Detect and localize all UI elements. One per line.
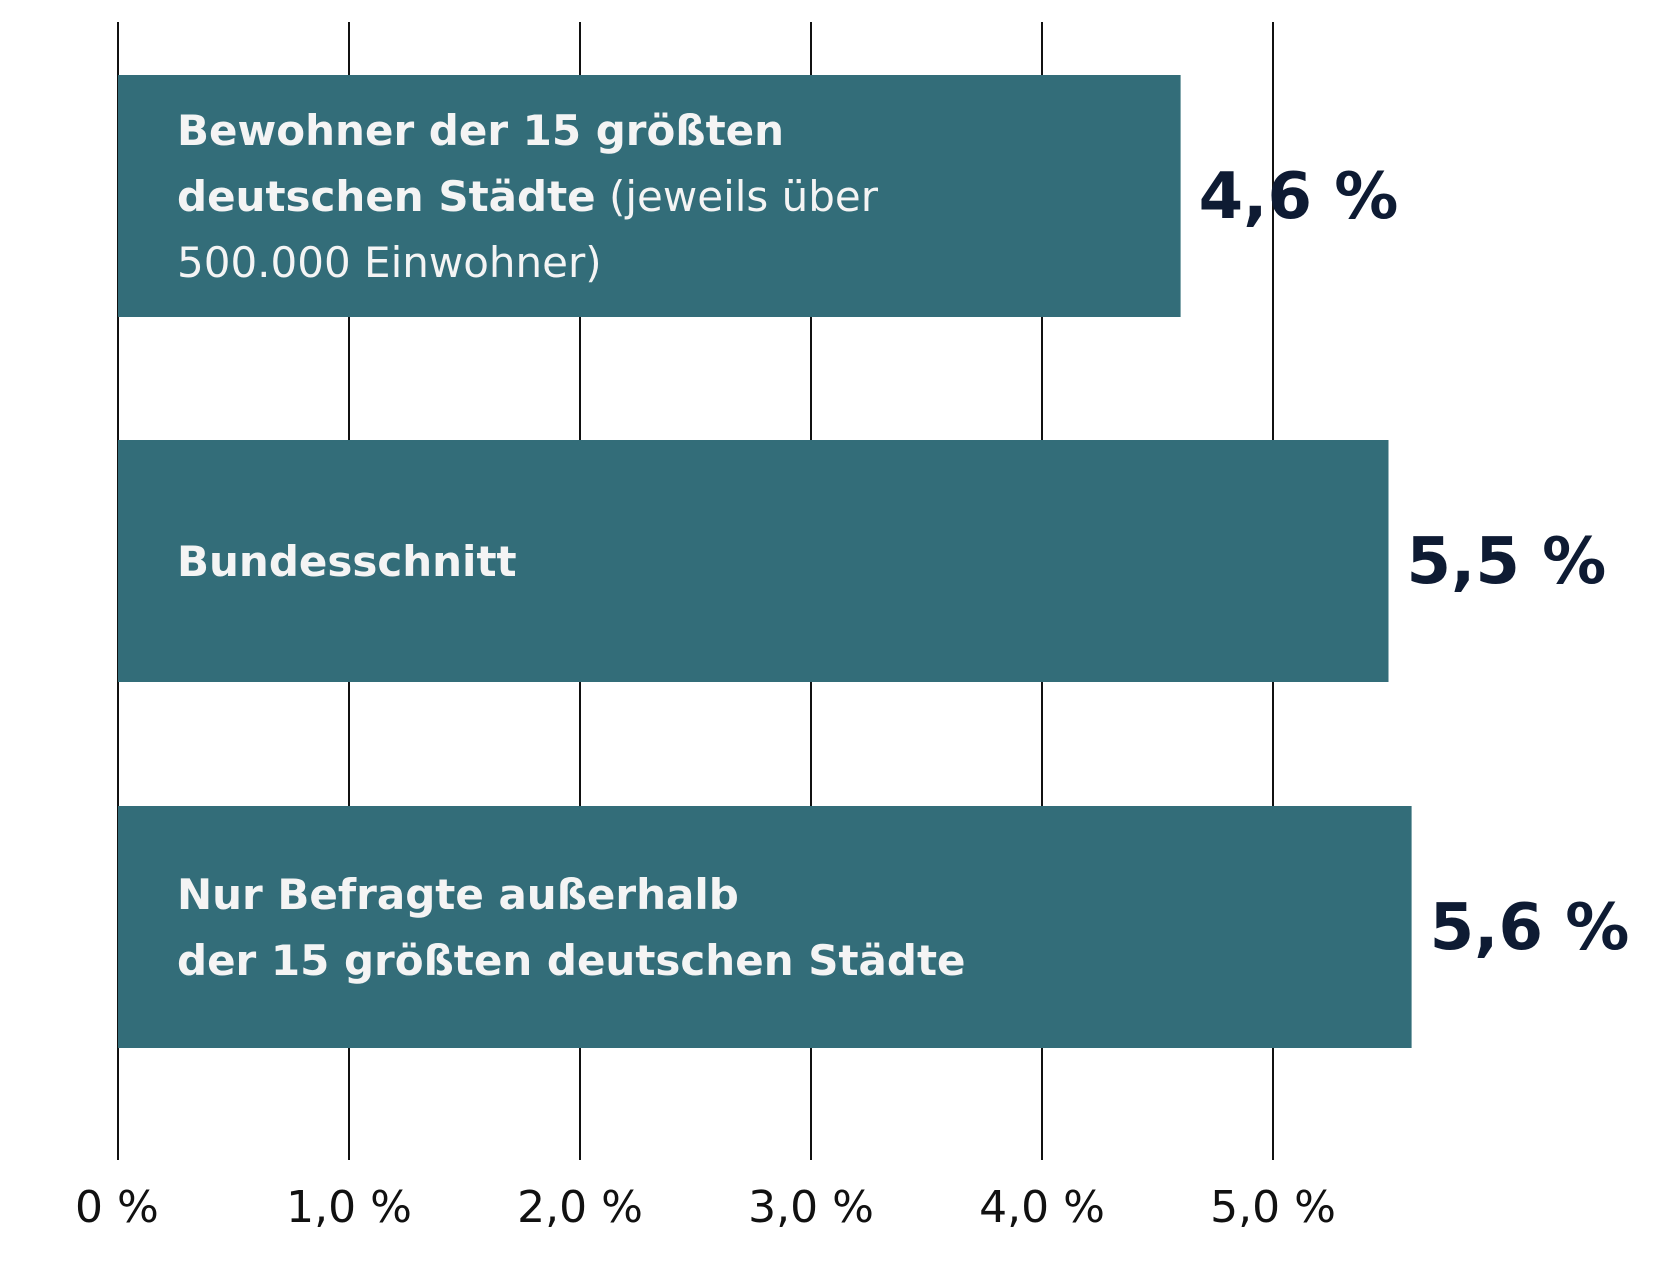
- bar-label-segment: deutschen Städte: [177, 172, 596, 221]
- bar-label-segment: Nur Befragte außerhalb: [177, 870, 739, 919]
- bar-labels: Bewohner der 15 größten deutschen Städte …: [177, 106, 966, 985]
- bars: [118, 75, 1412, 1048]
- bar-label-0-line-1: deutschen Städte (jeweils über: [177, 172, 879, 221]
- x-tick-label-3: 3,0 %: [748, 1182, 874, 1233]
- value-label-0: 4,6 %: [1199, 160, 1399, 234]
- bar-label-1-line-0: Bundesschnitt: [177, 537, 517, 586]
- value-labels: 4,6 % 5,5 % 5,6 %: [1199, 160, 1630, 965]
- bar-label-segment: Bewohner der 15 größten: [177, 106, 784, 155]
- bar-label-2-line-1: der 15 größten deutschen Städte: [177, 936, 966, 985]
- bar-0: [118, 75, 1181, 317]
- x-tick-label-1: 1,0 %: [286, 1182, 412, 1233]
- x-tick-label-4: 4,0 %: [979, 1182, 1105, 1233]
- x-tick-label-2: 2,0 %: [517, 1182, 643, 1233]
- x-tick-label-0: 0 %: [75, 1182, 159, 1233]
- bar-label-2-line-0: Nur Befragte außerhalb: [177, 870, 739, 919]
- bar-label-segment: der 15 größten deutschen Städte: [177, 936, 966, 985]
- value-label-2: 5,6 %: [1430, 891, 1630, 965]
- x-tick-label-5: 5,0 %: [1210, 1182, 1336, 1233]
- value-label-1: 5,5 %: [1407, 525, 1607, 599]
- bar-label-0-line-0: Bewohner der 15 größten: [177, 106, 784, 155]
- bar-label-0-line-2: 500.000 Einwohner): [177, 238, 602, 287]
- bar-label-segment: 500.000 Einwohner): [177, 238, 602, 287]
- bar-label-segment: Bundesschnitt: [177, 537, 517, 586]
- bar-2: [118, 806, 1412, 1048]
- x-axis-tick-labels: 0 % 1,0 % 2,0 % 3,0 % 4,0 % 5,0 %: [75, 1182, 1336, 1233]
- bar-1: [118, 440, 1389, 682]
- bar-label-segment: (jeweils über: [596, 172, 879, 221]
